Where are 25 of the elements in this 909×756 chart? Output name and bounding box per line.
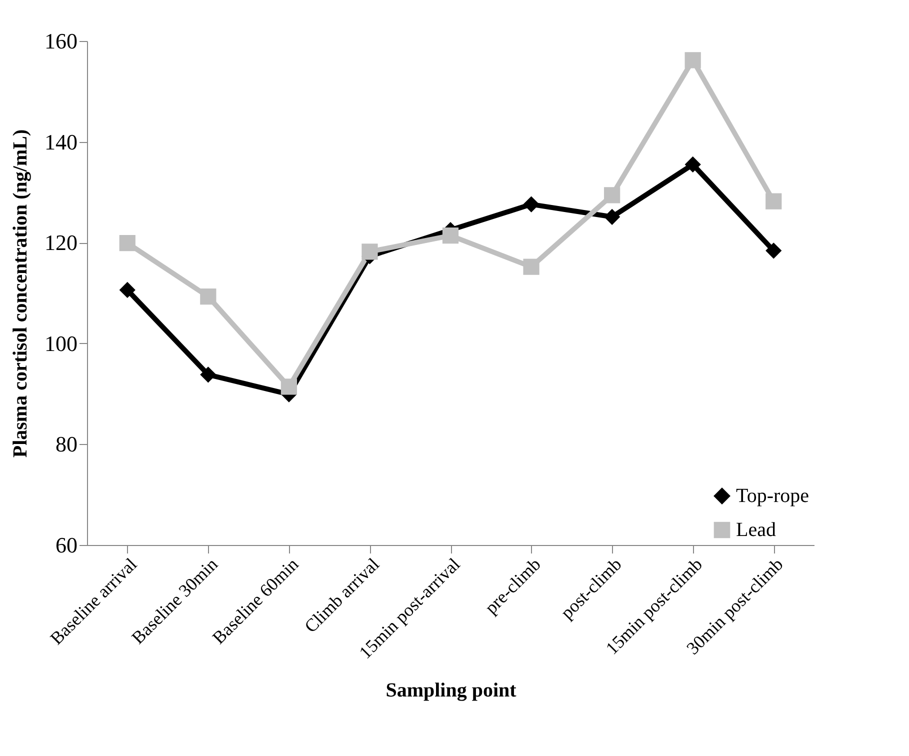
point xyxy=(523,196,540,212)
x-axis-title: Sampling point xyxy=(386,680,517,702)
point xyxy=(766,193,782,210)
legend-label: Lead xyxy=(736,519,776,541)
y-axis-title: Plasma cortisol concentration (ng/mL) xyxy=(10,129,32,458)
y-tick-label: 80 xyxy=(56,432,78,457)
y-tick-label: 140 xyxy=(44,129,78,154)
legend-label: Top-rope xyxy=(736,485,810,507)
point xyxy=(280,378,298,395)
point xyxy=(119,235,136,252)
point xyxy=(200,288,216,305)
point xyxy=(766,242,782,259)
y-tick-label: 160 xyxy=(44,28,78,54)
y-tick-label: 120 xyxy=(44,230,78,256)
point xyxy=(442,227,459,244)
y-tick-label: 100 xyxy=(44,330,78,356)
point xyxy=(684,52,701,68)
point xyxy=(119,282,136,298)
point xyxy=(200,366,216,383)
point xyxy=(362,244,378,260)
point xyxy=(604,187,620,204)
point xyxy=(684,156,701,173)
point xyxy=(523,258,540,275)
point xyxy=(604,208,620,225)
y-tick-label: 60 xyxy=(56,532,78,558)
